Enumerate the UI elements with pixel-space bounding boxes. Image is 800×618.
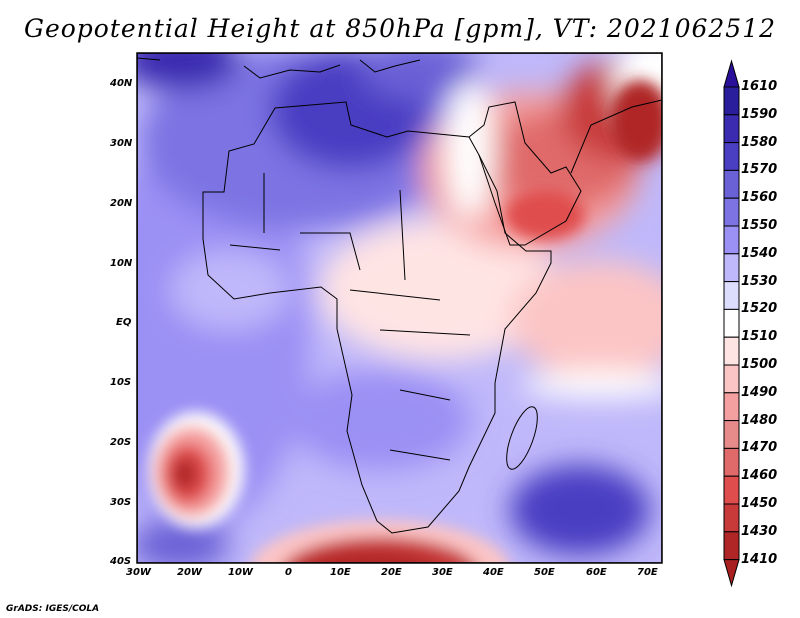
map-title: Geopotential Height at 850hPa [gpm], VT:… bbox=[23, 14, 777, 43]
colorbar-box bbox=[723, 142, 740, 171]
y-tick: 20S bbox=[110, 437, 132, 448]
colorbar-box bbox=[723, 392, 740, 422]
colorbar-label: 1590 bbox=[741, 106, 778, 122]
colorbar-box bbox=[723, 447, 740, 477]
x-tick: 30E bbox=[432, 567, 453, 578]
x-tick: 20W bbox=[177, 567, 202, 578]
colorbar-box bbox=[723, 253, 740, 283]
height-field bbox=[137, 53, 662, 563]
y-tick: 40S bbox=[110, 556, 132, 567]
y-tick: 10N bbox=[110, 258, 133, 269]
colorbar-box bbox=[723, 225, 740, 255]
y-tick: 30N bbox=[110, 138, 133, 149]
colorbar-label: 1490 bbox=[741, 384, 778, 400]
colorbar bbox=[723, 59, 740, 588]
colorbar-label: 1550 bbox=[741, 218, 778, 233]
colorbar-label: 1480 bbox=[741, 412, 778, 428]
y-tick: 10S bbox=[110, 377, 132, 388]
colorbar-label: 1540 bbox=[741, 245, 778, 261]
colorbar-box bbox=[723, 114, 740, 144]
colorbar-box bbox=[723, 86, 740, 116]
x-tick: 40E bbox=[483, 567, 504, 578]
x-tick: 0 bbox=[285, 567, 292, 578]
x-tick: 10E bbox=[330, 567, 351, 578]
colorbar-label: 1570 bbox=[741, 162, 778, 178]
colorbar-box bbox=[723, 197, 740, 227]
colorbar-label: 1470 bbox=[741, 440, 778, 456]
colorbar-label: 1450 bbox=[741, 496, 778, 511]
y-tick: 30S bbox=[110, 497, 132, 508]
y-tick: 20N bbox=[110, 198, 133, 209]
colorbar-label: 1560 bbox=[741, 190, 778, 206]
colorbar-box bbox=[723, 169, 740, 199]
colorbar-box bbox=[723, 503, 740, 533]
colorbar-box bbox=[723, 475, 740, 505]
y-tick: EQ bbox=[116, 317, 132, 328]
colorbar-box bbox=[723, 420, 740, 449]
colorbar-label: 1610 bbox=[741, 79, 778, 94]
credit-text: GrADS: IGES/COLA bbox=[6, 604, 100, 614]
colorbar-label: 1500 bbox=[741, 357, 778, 372]
colorbar-box bbox=[723, 364, 740, 394]
colorbar-under-arrow bbox=[723, 559, 740, 588]
colorbar-label: 1510 bbox=[741, 329, 778, 345]
x-tick: 60E bbox=[586, 567, 607, 578]
x-tick: 10W bbox=[228, 567, 253, 578]
colorbar-label: 1460 bbox=[741, 468, 778, 484]
coastlines bbox=[137, 57, 662, 534]
x-tick: 50E bbox=[534, 567, 555, 578]
colorbar-label: 1410 bbox=[741, 551, 778, 567]
colorbar-over-arrow bbox=[723, 59, 740, 88]
colorbar-box bbox=[723, 281, 740, 310]
colorbar-label: 1530 bbox=[741, 273, 778, 289]
map-frame bbox=[136, 52, 663, 564]
y-tick: 40N bbox=[110, 78, 133, 89]
colorbar-box bbox=[723, 336, 740, 366]
colorbar-label: 1430 bbox=[741, 523, 778, 539]
colorbar-label: 1520 bbox=[741, 301, 778, 317]
colorbar-box bbox=[723, 308, 740, 338]
x-tick: 20E bbox=[381, 567, 402, 578]
x-tick: 30W bbox=[126, 567, 151, 578]
colorbar-label: 1580 bbox=[741, 134, 778, 150]
x-tick: 70E bbox=[637, 567, 658, 578]
colorbar-box bbox=[723, 531, 740, 561]
